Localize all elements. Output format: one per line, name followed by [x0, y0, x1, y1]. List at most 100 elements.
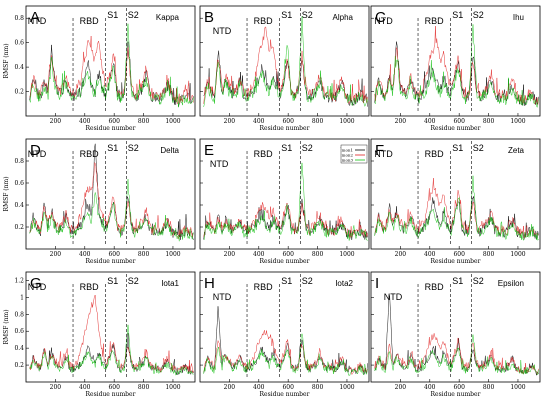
series-line-run3	[203, 333, 368, 376]
x-tick-label: 200	[395, 251, 407, 258]
series-line-run3	[29, 178, 194, 242]
series-line-run3	[374, 24, 539, 108]
region-label-s1: S1	[107, 143, 118, 153]
y-tick-label: 0.6	[14, 328, 24, 335]
panel-letter: A	[30, 9, 40, 26]
region-label-ntd: NTD	[374, 149, 393, 159]
x-axis-label: Residue number	[431, 391, 481, 398]
y-tick-label: 0.4	[14, 345, 24, 352]
x-tick-label: 200	[50, 251, 62, 258]
y-tick-label: 0.8	[14, 158, 24, 165]
series-group	[374, 175, 539, 241]
y-tick-label: 0.4	[14, 64, 24, 71]
plot-frame	[370, 138, 541, 250]
panel-letter: I	[375, 275, 379, 292]
series-line-run2	[29, 294, 194, 374]
series-line-run2	[203, 26, 368, 104]
region-label-s2: S2	[128, 276, 139, 286]
series-line-run2	[29, 35, 194, 105]
region-label-s1: S1	[452, 143, 463, 153]
legend-label: mon3	[342, 157, 354, 162]
panel-letter: D	[30, 142, 41, 159]
x-tick-label: 800	[483, 384, 495, 391]
x-axis-label: Residue number	[431, 125, 481, 132]
x-axis-label: Residue number	[260, 125, 310, 132]
variant-label: Iota2	[335, 279, 353, 288]
region-label-s2: S2	[302, 143, 313, 153]
x-tick-label: 400	[253, 118, 265, 125]
series-group	[29, 23, 194, 108]
x-tick-label: 800	[483, 118, 495, 125]
series-line-run3	[29, 23, 194, 108]
x-tick-label: 1000	[510, 118, 525, 125]
x-tick-label: 400	[253, 384, 265, 391]
series-line-run2	[374, 25, 539, 106]
legend-label: mon1	[342, 147, 353, 152]
series-line-run2	[374, 177, 539, 239]
x-tick-label: 800	[483, 251, 495, 258]
x-axis-label: Residue number	[431, 258, 481, 265]
y-tick-label: 0.2	[14, 362, 24, 369]
series-line-run3	[203, 16, 368, 108]
variant-label: Alpha	[333, 13, 354, 22]
variant-label: Kappa	[156, 13, 180, 22]
y-tick-label: 0.4	[14, 202, 24, 209]
region-label-rbd: RBD	[80, 282, 100, 292]
y-tick-label: 0.6	[14, 180, 24, 187]
x-tick-label: 600	[108, 251, 120, 258]
plot-frame	[25, 5, 196, 117]
x-tick-label: 400	[424, 251, 436, 258]
region-label-s2: S2	[473, 10, 484, 20]
plot-frame	[370, 5, 541, 117]
legend-box	[340, 144, 368, 164]
x-axis-label: Residue number	[86, 391, 136, 398]
series-line-run3	[374, 334, 539, 375]
series-group	[203, 306, 368, 376]
y-tick-label: 0.2	[14, 224, 24, 231]
x-tick-label: 200	[395, 384, 407, 391]
region-label-s1: S1	[107, 10, 118, 20]
region-label-s2: S2	[128, 10, 139, 20]
x-tick-label: 400	[79, 384, 91, 391]
x-tick-label: 200	[224, 251, 236, 258]
x-tick-label: 400	[424, 118, 436, 125]
region-label-ntd: NTD	[28, 16, 47, 26]
region-label-s1: S1	[281, 276, 292, 286]
x-tick-label: 600	[282, 118, 294, 125]
y-axis-label: RMSF (nm)	[3, 43, 10, 78]
panel-g: 200 400 600 800 1000 0.2 0.4 0.6 0.8 1 1.2 Residue …	[3, 271, 196, 398]
x-tick-label: 600	[282, 384, 294, 391]
panel-letter: E	[204, 142, 214, 159]
y-tick-label: 0.6	[14, 40, 24, 47]
x-tick-label: 800	[312, 384, 324, 391]
region-label-s2: S2	[473, 276, 484, 286]
x-axis-label: Residue number	[86, 258, 136, 265]
series-line-run3	[203, 162, 368, 241]
region-label-ntd: NTD	[210, 159, 229, 169]
series-group	[29, 143, 194, 242]
x-tick-label: 600	[108, 384, 120, 391]
region-label-s2: S2	[473, 143, 484, 153]
y-axis-label: RMSF (nm)	[3, 176, 10, 211]
x-tick-label: 200	[224, 118, 236, 125]
region-label-s1: S1	[281, 143, 292, 153]
plot-frame	[25, 271, 196, 383]
region-label-s1: S1	[452, 10, 463, 20]
x-tick-label: 1000	[510, 251, 525, 258]
y-tick-label: 0.2	[14, 89, 24, 96]
x-axis-label: Residue number	[86, 125, 136, 132]
series-group	[203, 162, 368, 241]
series-group	[29, 294, 194, 376]
series-group	[374, 24, 539, 108]
plot-frame	[199, 5, 370, 117]
x-tick-label: 1000	[339, 118, 354, 125]
region-label-rbd: RBD	[80, 16, 100, 26]
region-label-s2: S2	[302, 276, 313, 286]
region-label-rbd: RBD	[254, 149, 274, 159]
x-tick-label: 1000	[510, 384, 525, 391]
x-axis-label: Residue number	[260, 391, 310, 398]
